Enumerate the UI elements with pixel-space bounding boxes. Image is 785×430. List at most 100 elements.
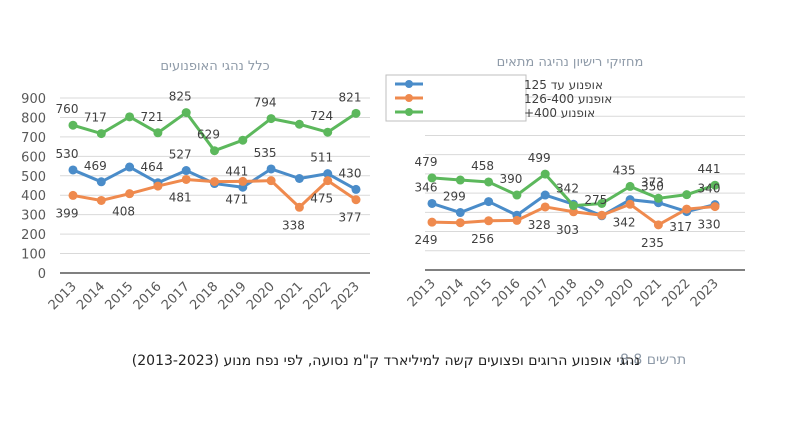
data-label: 377 [339, 211, 362, 225]
y-tick-label: 200 [21, 228, 46, 243]
data-label: 390 [499, 172, 522, 186]
data-point [96, 177, 106, 187]
legend-swatch-marker [405, 94, 413, 102]
data-label: 464 [140, 160, 163, 174]
legend-swatch-marker [405, 108, 413, 116]
data-point [427, 217, 437, 227]
x-tick-label: 2020 [603, 276, 637, 310]
legend-label: אופנוע 400+ [524, 106, 595, 120]
figure-caption: נהגי אופנוע הרוגים ופצועים קשה למיליארד … [131, 353, 640, 369]
data-point [427, 198, 437, 208]
data-point [210, 146, 219, 156]
y-tick-label: 500 [21, 170, 46, 185]
x-tick-label: 2021 [631, 276, 665, 310]
data-label: 475 [310, 192, 333, 206]
y-tick-label: 0 [38, 267, 46, 282]
data-label: 373 [641, 175, 664, 189]
y-tick-label: 700 [21, 131, 46, 146]
data-label: 408 [112, 205, 135, 219]
data-point [238, 176, 248, 186]
x-tick-label: 2018 [546, 276, 580, 310]
legend-swatch-marker [405, 80, 413, 88]
data-label: 821 [339, 90, 362, 104]
data-point [653, 220, 663, 230]
data-label: 471 [225, 192, 248, 206]
data-label: 724 [310, 109, 333, 123]
data-label: 317 [669, 220, 692, 234]
data-label: 458 [471, 159, 494, 173]
data-point [323, 169, 333, 179]
x-tick-label: 2018 [187, 279, 221, 313]
data-point [625, 199, 635, 209]
x-tick-label: 2013 [46, 279, 80, 313]
x-tick-label: 2017 [159, 279, 193, 313]
y-tick-label: 100 [21, 248, 46, 263]
data-point [351, 184, 361, 194]
data-point [323, 127, 333, 137]
data-label: 430 [339, 166, 362, 180]
data-label: 760 [56, 102, 79, 116]
x-tick-label: 2015 [461, 276, 495, 310]
data-label: 535 [254, 146, 277, 160]
data-point [125, 189, 135, 199]
data-point [125, 112, 135, 122]
data-label: 530 [56, 147, 79, 161]
data-point [351, 108, 361, 118]
data-point [68, 120, 78, 130]
data-label: 469 [84, 159, 107, 173]
data-point [96, 129, 106, 139]
data-label: 441 [698, 162, 721, 176]
data-label: 346 [415, 180, 438, 194]
data-label: 303 [556, 223, 579, 237]
data-point [682, 190, 692, 200]
data-point [68, 165, 78, 175]
data-label: 350 [641, 180, 664, 194]
data-label: 338 [282, 218, 305, 232]
data-label: 479 [415, 155, 438, 169]
data-label: 399 [56, 206, 79, 220]
x-tick-label: 2019 [575, 276, 609, 310]
x-tick-label: 2021 [272, 279, 306, 313]
x-tick-label: 2022 [301, 279, 335, 313]
data-point [710, 202, 720, 212]
data-point [455, 208, 465, 218]
data-point [682, 204, 692, 214]
data-point [266, 176, 276, 186]
x-tick-label: 2020 [244, 279, 278, 313]
data-label: 481 [169, 190, 192, 204]
data-point [181, 108, 191, 118]
data-label: 340 [698, 182, 721, 196]
data-point [351, 195, 361, 205]
data-point [484, 216, 494, 226]
data-point [427, 173, 437, 183]
data-point [153, 128, 163, 138]
y-tick-label: 300 [21, 209, 46, 224]
data-point [540, 202, 550, 212]
x-tick-label: 2019 [216, 279, 250, 313]
data-label: 511 [310, 151, 333, 165]
data-label: 825 [169, 90, 192, 104]
data-point [569, 207, 578, 217]
x-tick-label: 2016 [490, 276, 524, 310]
data-label: 441 [225, 164, 248, 178]
data-point [484, 197, 494, 207]
data-point [294, 202, 304, 212]
data-label: 275 [584, 193, 607, 207]
data-point [653, 193, 663, 203]
data-point [181, 174, 191, 184]
data-point [181, 166, 191, 176]
data-label: 435 [613, 163, 636, 177]
x-tick-label: 2022 [660, 276, 694, 310]
figure-number: תרשים 8.8 [620, 352, 687, 368]
data-label: 794 [254, 96, 277, 110]
x-tick-label: 2023 [329, 279, 363, 313]
x-tick-label: 2016 [131, 279, 165, 313]
x-tick-label: 2023 [688, 276, 722, 310]
data-point [455, 175, 465, 185]
data-label: 717 [84, 111, 107, 125]
data-label: 328 [528, 218, 551, 232]
y-tick-label: 600 [21, 150, 46, 165]
data-point [210, 177, 219, 187]
data-point [238, 135, 248, 145]
